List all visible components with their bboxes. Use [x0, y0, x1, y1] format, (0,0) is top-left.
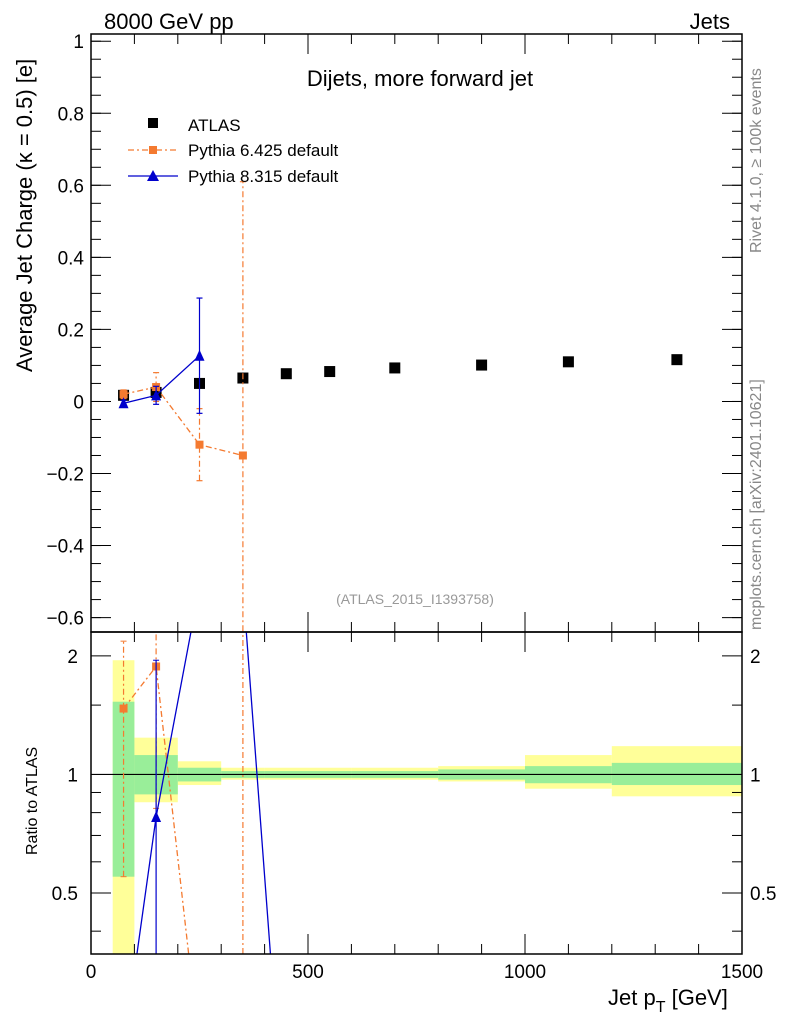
ratio-point [119, 704, 128, 713]
data-point [118, 397, 129, 409]
data-point [238, 451, 247, 460]
mcplots-label: mcplots.cern.ch [arXiv:2401.10621] [748, 379, 765, 630]
y-tick-label: 0.8 [58, 104, 84, 125]
header-left: 8000 GeV pp [104, 9, 234, 34]
main-panel: −0.6 −0.4 −0.2 0 0.2 0.4 0.6 0.8 1 Dijets, more … [12, 32, 743, 633]
data-point [151, 389, 162, 401]
legend: ATLAS Pythia 6.425 default Pythia 8.315 … [128, 116, 339, 186]
ratio-line [136, 632, 272, 954]
y-tick-label: −0.4 [46, 537, 84, 558]
rivet-label: Rivet 4.1.0, ≥ 100k events [748, 68, 765, 253]
data-point [194, 349, 205, 361]
y-tick-label: 0.6 [58, 176, 84, 197]
ratio-y-tick-label: 1 [67, 765, 78, 786]
y-tick-label: −0.2 [46, 464, 84, 485]
x-tick-label: 1500 [721, 962, 763, 983]
ratio-y-tick-label: 2 [67, 647, 78, 668]
ratio-y-tick-label-right: 2 [750, 647, 761, 668]
legend-pythia6-label: Pythia 6.425 default [188, 141, 339, 160]
ratio-point [151, 810, 162, 822]
y-tick-label: 0 [73, 392, 84, 413]
data-point [562, 356, 574, 368]
legend-atlas: ATLAS [148, 116, 241, 135]
ratio-line [123, 664, 190, 954]
x-axis-label-text: Jet pT [GeV] [608, 985, 728, 1016]
legend-pythia6: Pythia 6.425 default [128, 141, 339, 160]
legend-atlas-label: ATLAS [188, 116, 241, 135]
analysis-watermark: (ATLAS_2015_I1393758) [336, 591, 494, 607]
ratio-ylabel: Ratio to ATLAS [24, 747, 41, 855]
data-point [671, 354, 683, 366]
y-tick-label: 1 [73, 32, 84, 53]
plot-title: Dijets, more forward jet [307, 66, 533, 91]
ratio-axes: 0.5 0.5 1 1 2 2 0 500 1000 1500 [52, 632, 776, 983]
main-axes: −0.6 −0.4 −0.2 0 0.2 0.4 0.6 0.8 1 [46, 32, 743, 632]
ratio-series-1 [136, 632, 272, 954]
data-point [389, 362, 401, 374]
y-tick-label: −0.6 [46, 609, 84, 630]
ratio-y-tick-label-right: 0.5 [750, 884, 776, 905]
legend-pythia8: Pythia 8.315 default [128, 167, 339, 186]
x-tick-label: 1000 [504, 962, 546, 983]
ratio-y-tick-label-right: 1 [750, 765, 761, 786]
ratio-y-tick-label: 0.5 [52, 884, 78, 905]
main-data [118, 181, 683, 632]
x-tick-label: 0 [86, 962, 97, 983]
y-tick-label: 0.4 [58, 248, 85, 269]
ratio-series-0 [119, 632, 244, 954]
data-point [195, 440, 204, 449]
series-1 [119, 181, 247, 632]
x-axis-label: Jet pT [GeV] [608, 985, 728, 1016]
ratio-data [91, 632, 742, 954]
series-2 [118, 297, 205, 414]
series-0 [118, 354, 683, 401]
series-line [123, 386, 244, 457]
y-tick-label: 0.2 [58, 320, 84, 341]
ratio-panel: 0.5 0.5 1 1 2 2 0 500 1000 1500 Ratio to ATLAS Je… [24, 631, 776, 1016]
ratio-frame [90, 631, 743, 955]
data-point [119, 390, 128, 399]
main-ylabel: Average Jet Charge (κ = 0.5) [e] [12, 59, 37, 372]
data-point [324, 366, 336, 378]
x-tick-label: 500 [292, 962, 324, 983]
legend-pythia8-label: Pythia 8.315 default [188, 167, 339, 186]
header-right: Jets [690, 9, 730, 34]
data-point [476, 359, 488, 371]
data-point [280, 368, 292, 380]
